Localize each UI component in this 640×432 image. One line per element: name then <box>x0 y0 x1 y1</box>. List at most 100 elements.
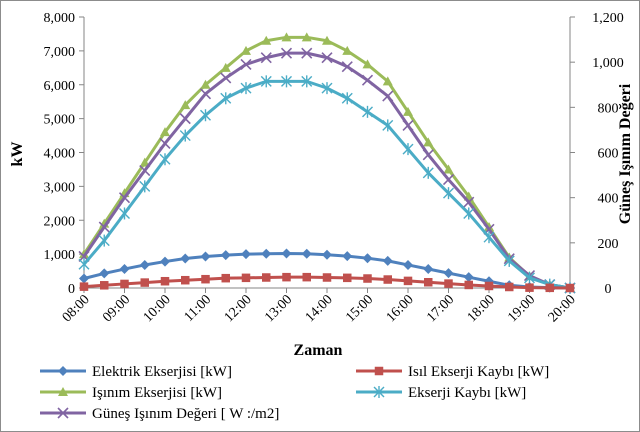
data-point <box>422 149 434 161</box>
data-point <box>361 74 374 86</box>
y2-tick-label: 0 <box>605 282 612 297</box>
data-point <box>241 273 251 283</box>
data-point <box>442 174 455 186</box>
data-point <box>342 251 353 262</box>
data-point <box>118 192 131 204</box>
data-point <box>220 72 232 84</box>
y2-tick-label: 600 <box>598 147 619 162</box>
data-point <box>484 222 494 232</box>
data-point <box>139 157 150 167</box>
x-tick-label: 18:00 <box>465 292 498 325</box>
data-point <box>241 249 251 260</box>
data-point <box>241 45 251 55</box>
data-point <box>402 119 414 131</box>
data-point <box>160 256 170 267</box>
x-tick-label: 11:00 <box>182 292 215 325</box>
data-point <box>463 196 475 208</box>
legend-label: Güneş Işınım Değeri [ W :/m2] <box>92 406 279 422</box>
data-point <box>382 76 393 86</box>
y-tick-label: 6,000 <box>44 79 76 94</box>
data-point <box>281 32 292 42</box>
data-point <box>341 61 353 73</box>
data-point <box>382 90 394 102</box>
data-point <box>301 32 312 42</box>
legend-item-3: Ekserji Kaybı [kW] <box>356 385 526 401</box>
x-tick-label: 08:00 <box>60 292 93 325</box>
data-point <box>100 281 109 290</box>
y-tick-label: 1,000 <box>44 248 76 263</box>
data-point <box>374 366 384 376</box>
data-point <box>382 119 394 132</box>
data-point <box>463 207 475 220</box>
data-point <box>301 75 313 88</box>
y-tick-label: 5,000 <box>44 113 76 128</box>
y2-tick-label: 1,200 <box>592 11 624 26</box>
data-point <box>220 250 231 261</box>
data-point <box>322 273 332 282</box>
data-point <box>503 254 515 267</box>
data-point <box>464 280 473 290</box>
x-tick-label: 20:00 <box>546 292 579 325</box>
data-point <box>58 366 68 376</box>
data-point <box>240 82 252 95</box>
legend-item-0: Elektrik Ekserjisi [kW] <box>40 364 232 380</box>
data-point <box>220 62 231 72</box>
x-tick-label: 16:00 <box>384 292 417 325</box>
data-point <box>443 164 454 174</box>
data-point <box>179 129 191 142</box>
data-point <box>403 276 413 286</box>
data-point <box>139 165 151 177</box>
data-point <box>98 221 110 233</box>
data-point <box>424 277 433 287</box>
data-point <box>58 387 68 396</box>
data-point <box>260 75 272 88</box>
data-point <box>322 249 332 260</box>
data-point <box>139 180 151 193</box>
data-point <box>262 273 271 282</box>
data-point <box>280 47 293 59</box>
data-point <box>282 272 291 282</box>
x-axis-title: Zaman <box>294 342 343 359</box>
data-point <box>321 52 333 64</box>
x-tick-label: 19:00 <box>505 292 538 325</box>
data-point <box>99 268 110 279</box>
data-point <box>362 253 373 264</box>
data-point <box>261 35 272 45</box>
data-point <box>343 273 352 283</box>
y2-tick-label: 200 <box>598 237 619 252</box>
legend: Elektrik Ekserjisi [kW] Isıl Ekserji Kayb… <box>40 364 549 422</box>
data-point <box>403 259 413 270</box>
y-tick-label: 8,000 <box>44 11 76 26</box>
data-point <box>444 279 453 288</box>
x-tick-label: 15:00 <box>343 292 376 325</box>
data-point <box>120 279 129 289</box>
data-point <box>423 264 434 275</box>
y-tick-label: 4,000 <box>44 147 76 162</box>
data-point <box>383 275 392 284</box>
data-point <box>240 58 252 70</box>
data-point <box>443 187 454 200</box>
data-point <box>301 248 312 259</box>
legend-item-1: Isıl Ekserji Kaybı [kW] <box>356 364 549 380</box>
y2-tick-label: 800 <box>598 101 619 116</box>
series-layer <box>78 32 576 294</box>
legend-label: Işınım Ekserjisi [kW] <box>92 385 222 401</box>
data-point <box>403 106 413 116</box>
legend-item-4: Güneş Işınım Değeri [ W :/m2] <box>40 406 279 422</box>
data-point <box>483 231 495 244</box>
axes <box>79 16 575 293</box>
data-point <box>79 282 89 291</box>
series-1 <box>79 272 575 293</box>
data-point <box>79 249 89 259</box>
data-point <box>181 275 190 285</box>
data-point <box>281 75 292 88</box>
data-point <box>260 52 272 64</box>
data-point <box>373 386 385 398</box>
data-point <box>505 282 514 292</box>
data-point <box>200 109 211 122</box>
x-tick-label: 14:00 <box>303 292 336 325</box>
legend-label: Isıl Ekserji Kaybı [kW] <box>408 364 549 380</box>
y-axis-title: kW <box>9 142 26 167</box>
